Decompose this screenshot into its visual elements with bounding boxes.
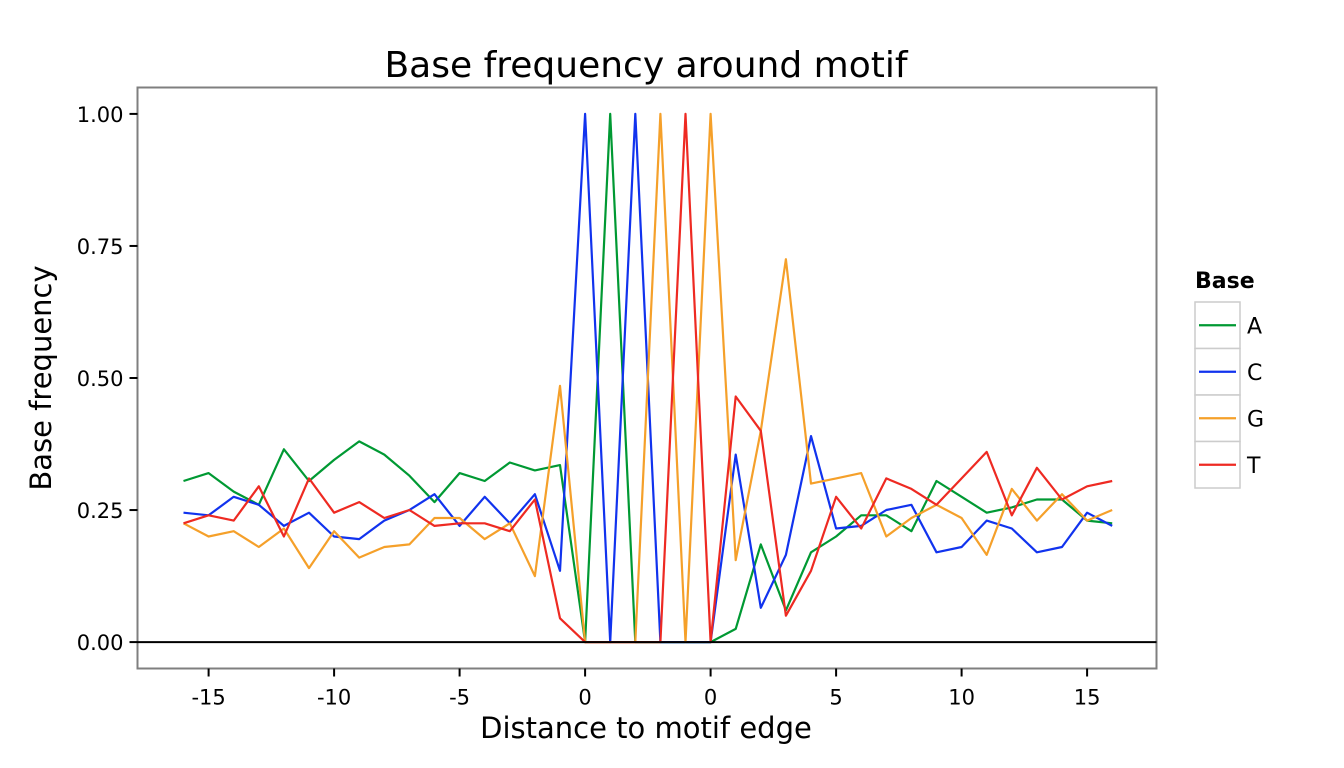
y-tick-label: 0.25 (77, 499, 124, 523)
x-axis-title: Distance to motif edge (480, 711, 812, 745)
x-tick-label: 5 (829, 686, 842, 710)
x-tick-label: 0 (578, 686, 591, 710)
x-axis: -15 -10 -5 0 0 5 10 15 (191, 668, 1101, 710)
y-tick-label: 0.50 (77, 367, 124, 391)
legend-label-c: C (1247, 361, 1262, 386)
series-layer (182, 112, 1113, 644)
x-tick-label: 15 (1074, 686, 1101, 710)
x-tick-label: -5 (449, 686, 470, 710)
y-axis: 0.00 0.25 0.50 0.75 1.00 (77, 103, 138, 655)
x-tick-label: -15 (191, 686, 225, 710)
legend-title: Base (1195, 269, 1255, 294)
chart-title: Base frequency around motif (384, 45, 908, 86)
legend-label-g: G (1247, 407, 1264, 432)
x-tick-label: 0 (704, 686, 717, 710)
series-line-g (182, 112, 1113, 644)
legend-label-t: T (1246, 454, 1261, 479)
y-tick-label: 0.75 (77, 235, 124, 259)
y-tick-label: 0.00 (77, 631, 124, 655)
x-tick-label: 10 (948, 686, 975, 710)
y-axis-title: Base frequency (24, 265, 58, 490)
x-tick-label: -10 (317, 686, 351, 710)
y-tick-label: 1.00 (77, 103, 124, 127)
legend-label-a: A (1247, 314, 1262, 339)
